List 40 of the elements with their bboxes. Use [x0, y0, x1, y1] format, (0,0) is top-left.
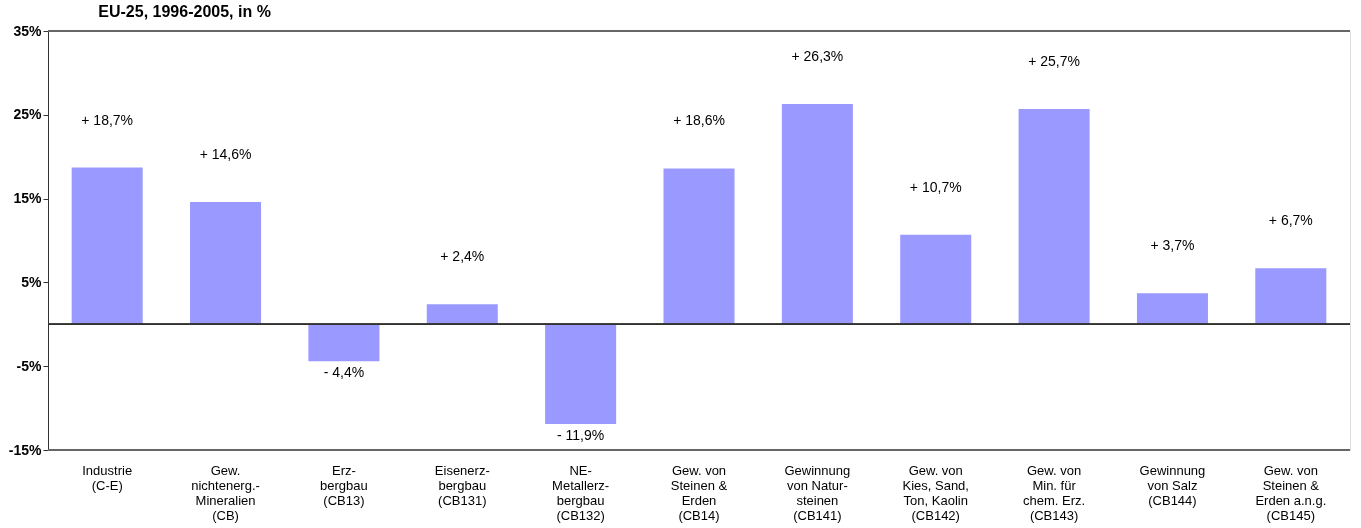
x-tick-label: Gew. von Min. für chem. Erz. (CB143) — [1023, 462, 1086, 523]
data-label: + 14,6% — [199, 145, 252, 162]
x-tick-label: NE- Metallerz- bergbau (CB132) — [552, 462, 610, 523]
x-tick-label: Gew. von Kies, Sand, Ton, Kaolin (CB142) — [902, 462, 969, 523]
x-tick-label: Gewinnung von Salz (CB144) — [1139, 462, 1206, 508]
x-tick-label: Gew. von Steinen & Erden (CB14) — [670, 462, 728, 523]
data-label: + 18,7% — [81, 111, 134, 128]
data-label: + 26,3% — [791, 47, 844, 64]
bar — [900, 234, 972, 325]
y-tick-label: 15% — [13, 190, 43, 207]
bar — [781, 103, 853, 325]
data-label: + 3,7% — [1150, 237, 1195, 254]
bar — [545, 324, 617, 425]
x-tick-label: Gewinnung von Natur- steinen (CB141) — [784, 462, 851, 523]
bar — [663, 168, 735, 325]
bar — [308, 324, 380, 362]
data-label: + 18,6% — [673, 112, 725, 129]
bar — [1136, 293, 1208, 325]
y-tick-label: -15% — [8, 441, 43, 458]
x-tick-label: Gew. nichtenerg.- Mineralien (CB) — [191, 462, 260, 523]
bar — [426, 304, 498, 325]
data-label: + 25,7% — [1028, 52, 1080, 69]
data-label: - 4,4% — [323, 364, 365, 381]
data-label: + 6,7% — [1268, 212, 1313, 229]
bar — [1255, 268, 1327, 325]
x-tick-label: Erz- bergbau (CB13) — [320, 462, 368, 508]
y-tick-label: 25% — [13, 106, 43, 123]
data-label: - 11,9% — [557, 427, 605, 444]
y-tick-label: -5% — [16, 357, 43, 374]
bar — [71, 167, 143, 325]
x-tick-label: Gew. von Steinen & Erden a.n.g. (CB145) — [1255, 462, 1327, 523]
bar — [190, 201, 262, 325]
y-tick-label: 35% — [13, 22, 43, 39]
data-label: + 10,7% — [909, 178, 962, 195]
bar — [1018, 108, 1090, 325]
chart-title: EU-25, 1996-2005, in % — [98, 3, 271, 20]
x-tick-label: Industrie (C-E) — [82, 462, 133, 493]
y-tick-label: 5% — [21, 273, 43, 290]
x-tick-label: Eisenerz- bergbau (CB131) — [434, 462, 490, 508]
data-label: + 2,4% — [440, 248, 485, 265]
